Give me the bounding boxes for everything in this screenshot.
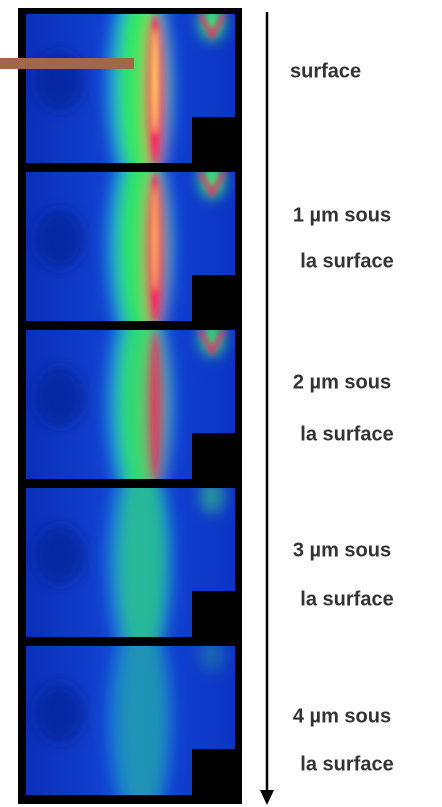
depth-label: 2 µm sous: [293, 371, 391, 393]
mask-block: [192, 117, 235, 163]
depth-label: la surface: [300, 250, 393, 272]
mask-block: [192, 433, 235, 479]
surface-marker: [0, 58, 134, 69]
depth-label: la surface: [300, 753, 393, 775]
depth-label: 3 µm sous: [293, 539, 391, 561]
mask-block: [192, 275, 235, 321]
depth-label: la surface: [300, 423, 393, 445]
mask-block: [192, 591, 235, 637]
arrow-head: [260, 790, 274, 805]
depth-label: la surface: [300, 588, 393, 610]
figure: surface 1 µm sous la surface 2 µm sous l…: [0, 0, 442, 807]
depth-label: 1 µm sous: [293, 204, 391, 226]
depth-label: surface: [290, 60, 361, 82]
depth-label: 4 µm sous: [293, 705, 391, 727]
mask-block: [192, 749, 235, 795]
